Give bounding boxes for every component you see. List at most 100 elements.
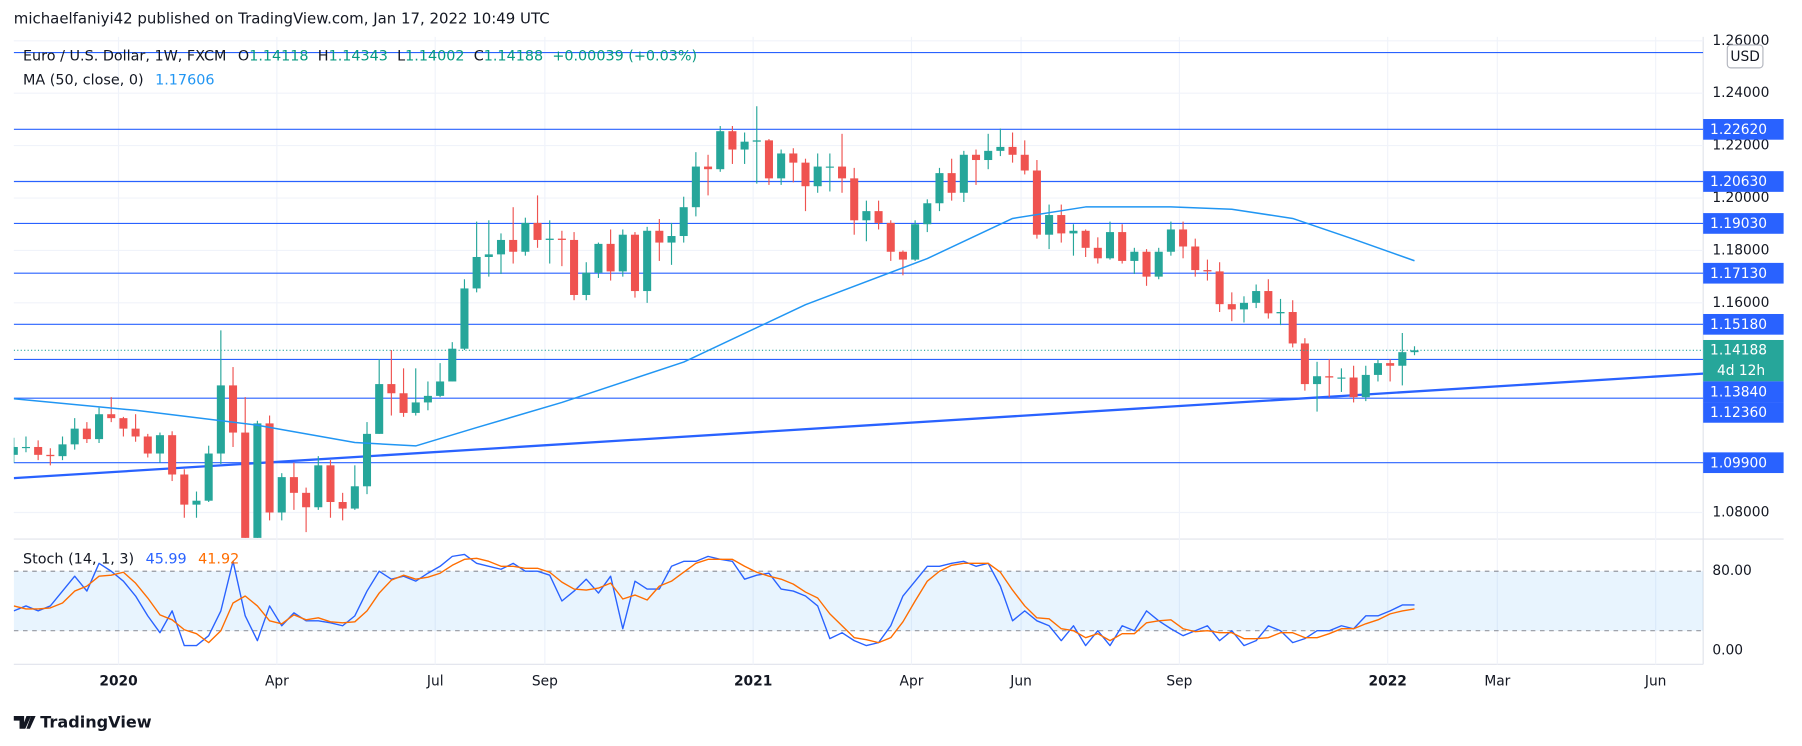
ohlc-label: C bbox=[474, 48, 484, 64]
candle-body bbox=[509, 239, 518, 252]
candle-body bbox=[314, 465, 323, 508]
candle-body bbox=[472, 256, 481, 289]
candle-body bbox=[1252, 291, 1261, 303]
candle-body bbox=[935, 173, 944, 204]
candle-body bbox=[411, 402, 420, 413]
candle-body bbox=[119, 418, 128, 429]
candle-body bbox=[582, 272, 591, 295]
y-tick-label: 1.08000 bbox=[1712, 504, 1769, 520]
trendline bbox=[13, 372, 1704, 480]
candle-body bbox=[1215, 271, 1224, 305]
candle-body bbox=[496, 239, 506, 255]
candle-body bbox=[34, 446, 43, 455]
candle-body bbox=[1166, 229, 1175, 252]
candle-body bbox=[192, 500, 201, 505]
candle-body bbox=[898, 251, 907, 260]
candle-body bbox=[436, 381, 445, 396]
candle-body bbox=[740, 141, 749, 150]
level-label: 1.09900 bbox=[1710, 455, 1767, 471]
candle-body bbox=[1045, 215, 1054, 235]
candle-body bbox=[289, 477, 298, 493]
candle-body bbox=[180, 474, 189, 505]
level-label-box bbox=[1703, 452, 1784, 474]
candle-body bbox=[984, 150, 993, 161]
candle-body bbox=[1081, 230, 1090, 248]
candle-body bbox=[131, 428, 140, 437]
candle-body bbox=[82, 428, 91, 440]
candle-body bbox=[594, 243, 603, 273]
y-tick-label: 0.00 bbox=[1712, 643, 1743, 659]
candle-body bbox=[557, 238, 566, 240]
candle-body bbox=[168, 435, 177, 475]
candle-body bbox=[423, 395, 432, 403]
candle-body bbox=[338, 502, 347, 509]
candle-body bbox=[1373, 363, 1382, 375]
x-tick-label: 2021 bbox=[734, 674, 772, 690]
candle-body bbox=[13, 446, 18, 455]
candle-body bbox=[570, 239, 579, 295]
candle-body bbox=[253, 423, 262, 538]
x-tick-label: Jun bbox=[1009, 674, 1032, 690]
candle-body bbox=[95, 414, 104, 440]
stoch-line bbox=[13, 553, 1415, 647]
candle-body bbox=[691, 166, 700, 208]
candle-body bbox=[1203, 270, 1212, 272]
x-tick-label: Sep bbox=[532, 674, 558, 690]
candle-body bbox=[630, 234, 639, 292]
stoch-k-value: 45.99 bbox=[146, 552, 187, 568]
currency-button[interactable] bbox=[1726, 44, 1764, 69]
stoch-pane bbox=[13, 553, 1704, 647]
candle-body bbox=[326, 465, 335, 503]
candle-body bbox=[216, 385, 225, 454]
level-label-box bbox=[1703, 262, 1784, 284]
candle-body bbox=[375, 384, 384, 434]
level-label: 1.22620 bbox=[1710, 122, 1767, 138]
price-pane bbox=[13, 51, 1704, 538]
y-tick-label: 1.24000 bbox=[1712, 85, 1769, 101]
candle-body bbox=[911, 224, 920, 260]
candle-body bbox=[58, 444, 67, 457]
x-tick-label: Apr bbox=[265, 674, 289, 690]
candle-body bbox=[704, 166, 713, 170]
candle-body bbox=[947, 173, 956, 193]
x-tick-label: Jul bbox=[426, 674, 444, 690]
level-label-box bbox=[1703, 381, 1784, 403]
candle-body bbox=[618, 234, 627, 272]
candle-body bbox=[1313, 376, 1322, 385]
candle-body bbox=[70, 428, 79, 445]
candle-body bbox=[204, 453, 213, 501]
candle-body bbox=[1386, 363, 1395, 366]
ohlc-value: 1.14188 bbox=[484, 48, 543, 64]
candle-body bbox=[460, 288, 469, 349]
candle-body bbox=[1032, 170, 1041, 235]
candle-body bbox=[679, 207, 688, 237]
currency-label[interactable]: USD bbox=[1730, 49, 1759, 65]
candle-body bbox=[21, 446, 30, 449]
x-tick-label: Jun bbox=[1644, 674, 1667, 690]
x-tick-label: Sep bbox=[1166, 674, 1192, 690]
candle-body bbox=[1191, 246, 1200, 271]
candle-body bbox=[996, 146, 1005, 151]
level-label-box bbox=[1703, 171, 1784, 192]
change: +0.00039 (+0.03%) bbox=[552, 48, 697, 64]
candle-body bbox=[1276, 312, 1285, 314]
level-label: 1.12360 bbox=[1710, 405, 1767, 421]
brand-name: TradingView bbox=[40, 712, 152, 731]
ohlc-label: H bbox=[318, 48, 329, 64]
ma-name: MA (50, close, 0) bbox=[23, 73, 144, 89]
candle-body bbox=[1130, 251, 1139, 261]
ohlc-label: O bbox=[238, 48, 249, 64]
candle-body bbox=[1142, 251, 1151, 277]
candle-body bbox=[886, 222, 895, 252]
candle-body bbox=[1154, 251, 1163, 277]
candle-body bbox=[277, 477, 286, 513]
level-label-box bbox=[1703, 313, 1784, 335]
y-tick-label: 1.22000 bbox=[1712, 138, 1769, 154]
candle-body bbox=[801, 162, 810, 187]
candle-body bbox=[1105, 232, 1115, 259]
candle-body bbox=[484, 254, 493, 257]
candle-body bbox=[959, 154, 968, 193]
candle-body bbox=[533, 222, 542, 240]
candle-body bbox=[1008, 146, 1017, 155]
overlay: 2020 Apr Jul Sep 2021 Apr Jun Sep 2022 Mar Jun1.26… bbox=[99, 33, 1784, 690]
